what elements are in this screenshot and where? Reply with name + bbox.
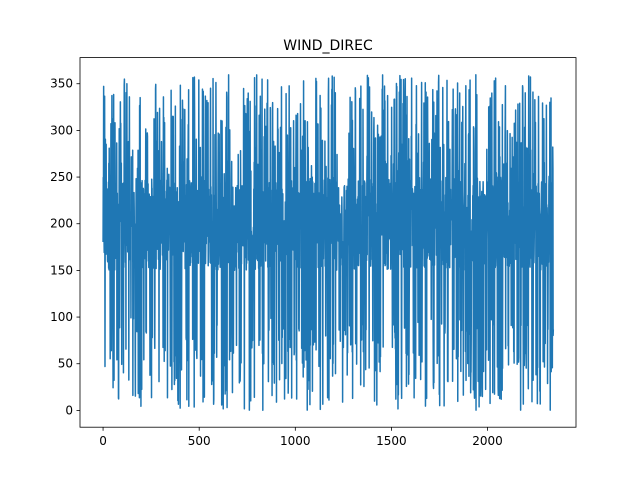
y-axis: 0 50 100 150 200 250 300 350 <box>50 77 80 417</box>
y-tick-label: 250 <box>50 170 73 184</box>
chart-title: WIND_DIREC <box>283 38 373 54</box>
x-axis: 0 500 1000 1500 2000 <box>99 427 503 448</box>
x-tick-label: 1500 <box>376 434 407 448</box>
y-tick-label: 150 <box>50 263 73 277</box>
y-tick-label: 300 <box>50 123 73 137</box>
x-tick-label: 1000 <box>280 434 311 448</box>
y-tick-label: 350 <box>50 77 73 91</box>
y-tick-label: 50 <box>58 357 73 371</box>
y-tick-label: 100 <box>50 310 73 324</box>
series-line <box>102 74 555 412</box>
y-tick-label: 200 <box>50 217 73 231</box>
x-tick-label: 0 <box>99 434 107 448</box>
x-tick-label: 2000 <box>472 434 503 448</box>
y-tick-label: 0 <box>65 403 73 417</box>
series-layer <box>102 74 555 412</box>
plot-frame <box>79 57 577 428</box>
x-tick-label: 500 <box>188 434 211 448</box>
